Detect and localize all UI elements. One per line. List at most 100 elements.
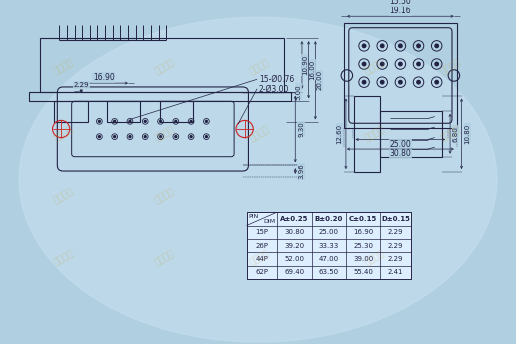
Bar — [159, 101, 193, 122]
Text: 55.40: 55.40 — [353, 269, 373, 275]
Circle shape — [362, 62, 366, 66]
Text: 30.80: 30.80 — [390, 149, 411, 158]
Text: PIN: PIN — [248, 214, 259, 219]
Bar — [40, 38, 284, 92]
Circle shape — [417, 80, 420, 84]
Circle shape — [399, 62, 402, 66]
Circle shape — [205, 136, 207, 138]
Bar — [55, 101, 88, 122]
Circle shape — [399, 44, 402, 47]
Circle shape — [114, 136, 116, 138]
Bar — [107, 101, 140, 122]
Text: 12.60: 12.60 — [336, 124, 342, 144]
Circle shape — [129, 120, 131, 122]
Text: 航科电子: 航科电子 — [53, 186, 75, 205]
Text: 航科电子: 航科电子 — [440, 125, 462, 143]
Text: 航科电子: 航科电子 — [248, 125, 271, 143]
Text: 15-Ø0.76: 15-Ø0.76 — [259, 75, 294, 84]
Circle shape — [435, 80, 439, 84]
Bar — [247, 212, 411, 279]
Text: 航科电子: 航科电子 — [153, 249, 176, 267]
Text: 15P: 15P — [255, 229, 268, 235]
Text: 26P: 26P — [255, 243, 268, 249]
Text: A±0.25: A±0.25 — [280, 216, 309, 222]
Text: 33.33: 33.33 — [318, 243, 339, 249]
Text: 航科电子: 航科电子 — [363, 125, 386, 143]
Text: 航科电子: 航科电子 — [53, 57, 75, 76]
Text: 航科电子: 航科电子 — [363, 249, 386, 267]
Circle shape — [144, 120, 146, 122]
Text: 航科电子: 航科电子 — [440, 57, 462, 76]
Text: 航科电子: 航科电子 — [153, 125, 176, 143]
Text: 25.30: 25.30 — [353, 243, 373, 249]
Text: 69.40: 69.40 — [284, 269, 304, 275]
Text: 航科电子: 航科电子 — [53, 125, 75, 143]
Text: 2.29: 2.29 — [388, 229, 404, 235]
Text: 2-Ø3.00: 2-Ø3.00 — [259, 84, 289, 93]
Text: 3.96: 3.96 — [298, 163, 304, 179]
Circle shape — [362, 80, 366, 84]
Circle shape — [99, 120, 100, 122]
Text: C±0.15: C±0.15 — [349, 216, 377, 222]
Circle shape — [380, 62, 384, 66]
Text: D±0.15: D±0.15 — [381, 216, 410, 222]
Bar — [29, 92, 292, 101]
Text: 航科电子: 航科电子 — [153, 186, 176, 205]
Circle shape — [435, 44, 439, 47]
Text: 航科电子: 航科电子 — [363, 57, 386, 76]
Text: 10.80: 10.80 — [464, 123, 470, 144]
Circle shape — [190, 120, 192, 122]
Text: 2.29: 2.29 — [73, 82, 89, 88]
Circle shape — [159, 136, 162, 138]
Circle shape — [175, 136, 177, 138]
Text: 44P: 44P — [255, 256, 268, 262]
Text: 39.00: 39.00 — [353, 256, 373, 262]
Text: 25.00: 25.00 — [319, 229, 338, 235]
Circle shape — [99, 136, 100, 138]
Text: 2.41: 2.41 — [388, 269, 404, 275]
Circle shape — [175, 120, 177, 122]
Text: 30.80: 30.80 — [284, 229, 304, 235]
Text: 16.90: 16.90 — [93, 73, 115, 82]
Text: B±0.20: B±0.20 — [315, 216, 343, 222]
Text: 10.90: 10.90 — [302, 55, 308, 75]
Text: 39.20: 39.20 — [284, 243, 304, 249]
Text: 2.29: 2.29 — [388, 256, 404, 262]
Text: 航科电子: 航科电子 — [248, 57, 271, 76]
Circle shape — [129, 136, 131, 138]
Bar — [353, 96, 380, 172]
Text: 航科电子: 航科电子 — [153, 57, 176, 76]
Circle shape — [435, 62, 439, 66]
Text: 62P: 62P — [255, 269, 268, 275]
Text: 47.00: 47.00 — [319, 256, 339, 262]
Circle shape — [144, 136, 146, 138]
Text: 航科电子: 航科电子 — [53, 249, 75, 267]
Text: 2.29: 2.29 — [388, 243, 404, 249]
Text: 5.00: 5.00 — [295, 84, 301, 99]
Circle shape — [417, 44, 420, 47]
Text: 9.30: 9.30 — [298, 121, 304, 137]
Circle shape — [190, 136, 192, 138]
Text: 52.00: 52.00 — [284, 256, 304, 262]
Ellipse shape — [19, 17, 497, 342]
Bar — [380, 111, 442, 157]
Text: 16.00: 16.00 — [310, 60, 315, 80]
Circle shape — [399, 80, 402, 84]
Circle shape — [114, 120, 116, 122]
Circle shape — [380, 80, 384, 84]
Text: 20.00: 20.00 — [316, 70, 322, 90]
Text: 6.80: 6.80 — [453, 126, 459, 142]
Text: 15.50: 15.50 — [390, 0, 411, 7]
Circle shape — [380, 44, 384, 47]
Text: 63.50: 63.50 — [319, 269, 339, 275]
Text: 航科电子: 航科电子 — [248, 249, 271, 267]
Circle shape — [205, 120, 207, 122]
Circle shape — [417, 62, 420, 66]
Circle shape — [159, 120, 162, 122]
Text: 19.16: 19.16 — [390, 6, 411, 15]
Bar — [344, 23, 457, 128]
Circle shape — [362, 44, 366, 47]
Text: 16.90: 16.90 — [353, 229, 373, 235]
Text: 25.00: 25.00 — [390, 140, 411, 149]
Text: DIM: DIM — [263, 218, 275, 224]
